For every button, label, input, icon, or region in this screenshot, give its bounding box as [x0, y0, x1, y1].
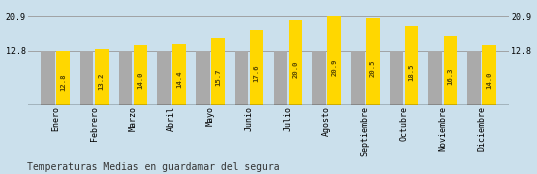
Text: 20.5: 20.5	[370, 60, 376, 77]
Text: 15.7: 15.7	[215, 68, 221, 86]
Bar	[41, 51, 55, 105]
Text: 14.4: 14.4	[176, 70, 182, 88]
Bar	[172, 44, 186, 105]
Bar	[235, 51, 248, 105]
Bar	[405, 26, 418, 105]
Bar	[80, 51, 93, 105]
Bar	[119, 51, 132, 105]
Bar	[351, 51, 365, 105]
Text: 17.6: 17.6	[253, 65, 260, 82]
Text: 18.5: 18.5	[409, 63, 415, 81]
Bar	[366, 18, 380, 105]
Bar	[313, 51, 326, 105]
Text: Temperaturas Medias en guardamar del segura: Temperaturas Medias en guardamar del seg…	[27, 162, 279, 172]
Bar	[134, 45, 147, 105]
Text: 16.3: 16.3	[447, 67, 453, 85]
Bar	[467, 51, 481, 105]
Bar	[289, 20, 302, 105]
Text: 14.0: 14.0	[486, 71, 492, 89]
Bar	[56, 51, 70, 105]
Text: 14.0: 14.0	[137, 71, 143, 89]
Text: 13.2: 13.2	[99, 73, 105, 90]
Bar	[390, 51, 403, 105]
Bar	[250, 30, 264, 105]
Text: 20.9: 20.9	[331, 59, 337, 76]
Text: 20.0: 20.0	[293, 61, 299, 78]
Bar	[196, 51, 209, 105]
Bar	[95, 49, 108, 105]
Bar	[157, 51, 171, 105]
Text: 12.8: 12.8	[60, 73, 66, 91]
Bar	[328, 16, 341, 105]
Bar	[273, 51, 287, 105]
Bar	[429, 51, 442, 105]
Bar	[482, 45, 496, 105]
Bar	[211, 38, 224, 105]
Bar	[444, 36, 457, 105]
